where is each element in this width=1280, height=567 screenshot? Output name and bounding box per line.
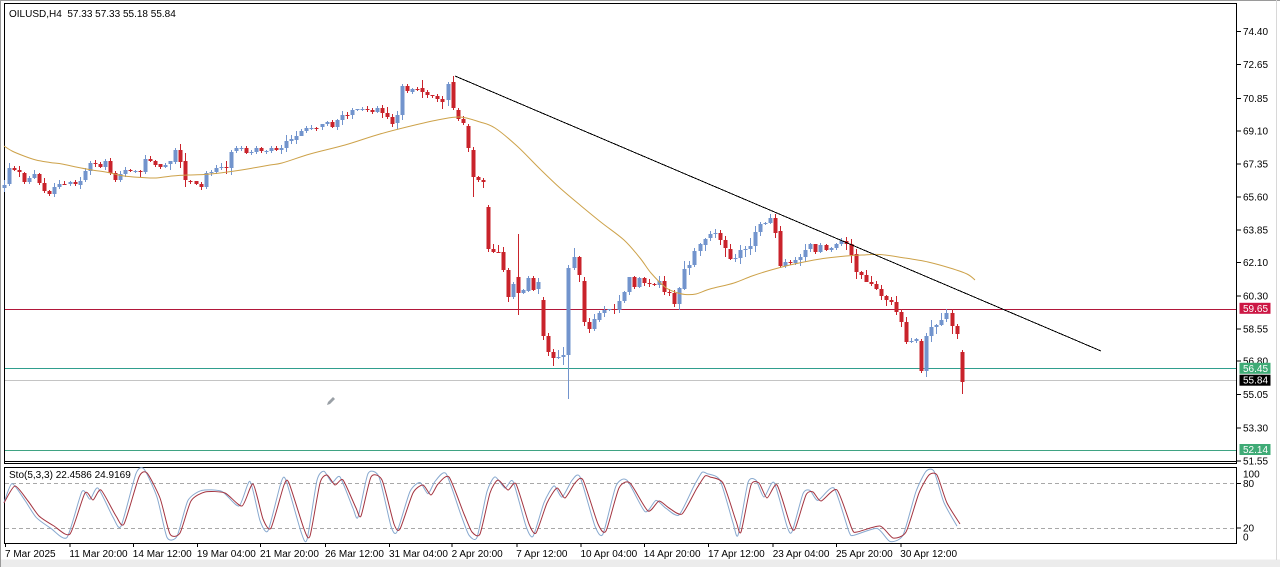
svg-text:14 Apr 20:00: 14 Apr 20:00: [644, 549, 701, 560]
svg-text:2 Apr 20:00: 2 Apr 20:00: [452, 549, 504, 560]
svg-text:55.05: 55.05: [1243, 390, 1268, 401]
svg-text:56.80: 56.80: [1243, 357, 1268, 368]
svg-text:OILUSD,H4 57.33 57.33 55.18 5: OILUSD,H4 57.33 57.33 55.18 55.84: [9, 9, 176, 20]
svg-text:70.85: 70.85: [1243, 94, 1268, 105]
svg-text:30 Apr 12:00: 30 Apr 12:00: [900, 549, 957, 560]
svg-text:69.10: 69.10: [1243, 127, 1268, 138]
svg-text:10 Apr 04:00: 10 Apr 04:00: [581, 549, 638, 560]
svg-text:80: 80: [1243, 479, 1255, 490]
svg-text:51.55: 51.55: [1243, 456, 1268, 467]
svg-text:7 Apr 12:00: 7 Apr 12:00: [516, 549, 568, 560]
svg-text:55.84: 55.84: [1243, 376, 1268, 387]
svg-text:62.10: 62.10: [1243, 258, 1268, 269]
svg-text:58.55: 58.55: [1243, 324, 1268, 335]
svg-text:14 Mar 12:00: 14 Mar 12:00: [133, 549, 192, 560]
svg-text:21 Mar 20:00: 21 Mar 20:00: [260, 549, 319, 560]
svg-text:63.85: 63.85: [1243, 225, 1268, 236]
svg-text:11 Mar 20:00: 11 Mar 20:00: [69, 549, 128, 560]
svg-text:0: 0: [1243, 533, 1249, 544]
svg-text:59.65: 59.65: [1243, 304, 1268, 315]
svg-text:72.65: 72.65: [1243, 60, 1268, 71]
svg-text:26 Mar 12:00: 26 Mar 12:00: [325, 549, 384, 560]
svg-text:23 Apr 04:00: 23 Apr 04:00: [773, 549, 830, 560]
svg-text:56.45: 56.45: [1243, 364, 1268, 375]
svg-text:53.30: 53.30: [1243, 423, 1268, 434]
svg-text:52.14: 52.14: [1243, 445, 1268, 456]
svg-text:7 Mar 2025: 7 Mar 2025: [5, 549, 56, 560]
svg-text:65.60: 65.60: [1243, 193, 1268, 204]
svg-text:19 Mar 04:00: 19 Mar 04:00: [197, 549, 256, 560]
svg-text:Sto(5,3,3) 22.4586 24.9169: Sto(5,3,3) 22.4586 24.9169: [9, 470, 131, 481]
svg-text:60.30: 60.30: [1243, 292, 1268, 303]
svg-text:17 Apr 12:00: 17 Apr 12:00: [708, 549, 765, 560]
svg-text:25 Apr 20:00: 25 Apr 20:00: [836, 549, 893, 560]
svg-text:74.40: 74.40: [1243, 27, 1268, 38]
svg-text:20: 20: [1243, 524, 1255, 535]
svg-text:100: 100: [1243, 469, 1260, 480]
svg-text:67.35: 67.35: [1243, 160, 1268, 171]
svg-text:31 Mar 04:00: 31 Mar 04:00: [389, 549, 448, 560]
